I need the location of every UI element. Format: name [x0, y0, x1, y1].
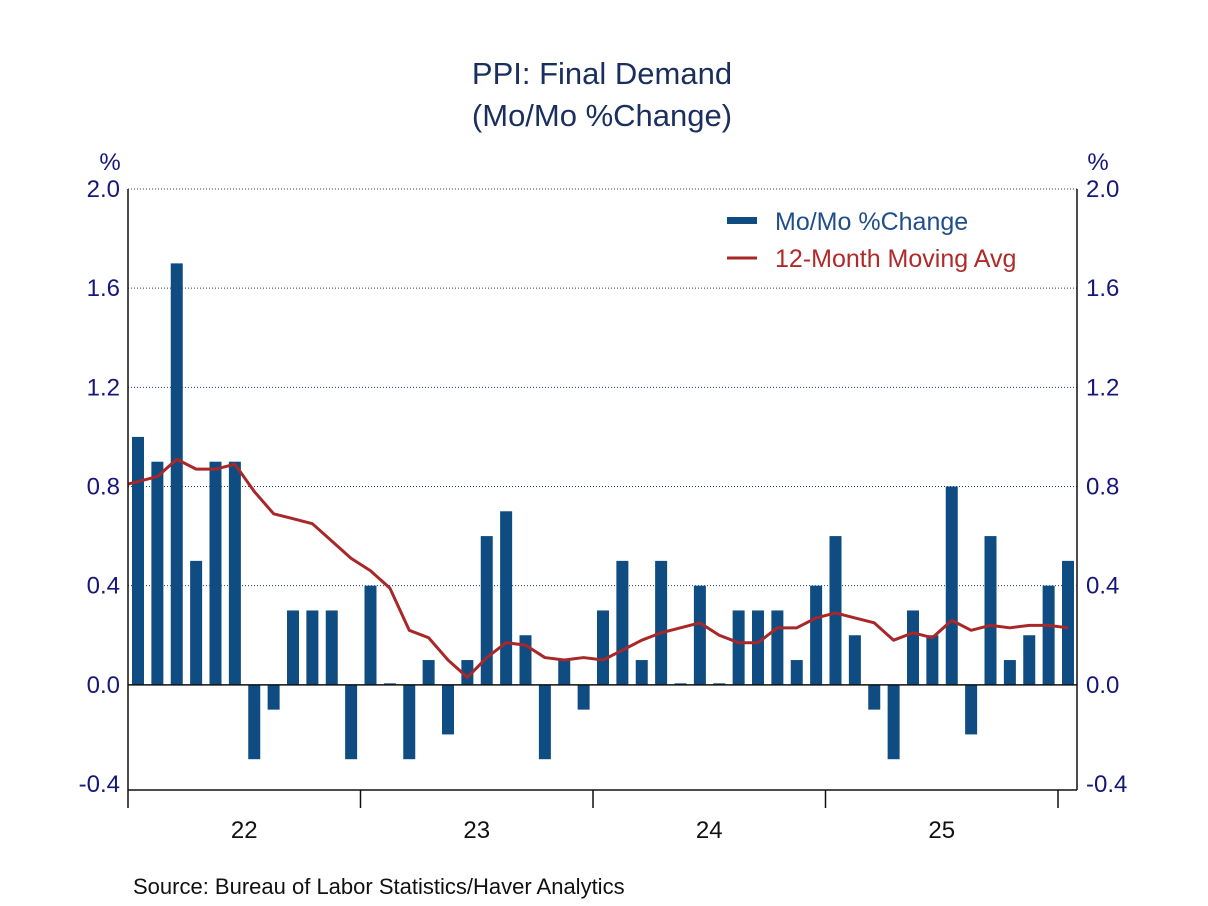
- bar: [926, 635, 939, 685]
- bar: [887, 684, 900, 760]
- gridlines: [128, 188, 1077, 587]
- bar: [848, 635, 861, 685]
- legend-swatch-bars: [727, 217, 757, 224]
- bar: [829, 536, 842, 685]
- bar: [248, 684, 261, 760]
- bar: [635, 660, 648, 685]
- bar: [170, 263, 183, 685]
- line-series: [127, 457, 1069, 679]
- bar: [907, 610, 919, 685]
- legend: Mo/Mo %Change 12-Month Moving Avg: [727, 208, 1016, 273]
- bar: [403, 684, 416, 760]
- y-tick-label-left: 0.0: [87, 672, 120, 699]
- x-tick-label: 25: [928, 817, 955, 844]
- bar: [519, 635, 532, 685]
- y-tick-label-left: 1.6: [87, 275, 120, 302]
- bar: [577, 684, 590, 710]
- bar: [597, 610, 609, 685]
- right-axis-unit: %: [1087, 149, 1108, 176]
- bar: [267, 684, 280, 710]
- legend-label-line: 12-Month Moving Avg: [775, 245, 1016, 273]
- bar: [655, 560, 668, 685]
- bar: [693, 585, 706, 685]
- x-tick-label: 22: [231, 817, 258, 844]
- bar: [558, 660, 571, 685]
- bar: [209, 461, 222, 685]
- bar: [945, 486, 958, 685]
- bar: [442, 684, 454, 735]
- y-tick-label-right: 0.0: [1086, 672, 1119, 699]
- bar: [151, 461, 164, 685]
- y-tick-label-right: 0.8: [1086, 474, 1119, 501]
- x-tick-labels: 22 23 24 25: [231, 817, 955, 844]
- bar: [538, 684, 551, 760]
- y-tick-label-right: 2.0: [1086, 176, 1119, 203]
- bar: [868, 684, 881, 710]
- source-note: Source: Bureau of Labor Statistics/Haver…: [133, 874, 625, 899]
- bar: [810, 585, 823, 685]
- bar: [1062, 560, 1074, 685]
- y-tick-label-right: 0.4: [1086, 573, 1119, 600]
- bar-series: [132, 263, 1074, 760]
- chart-subtitle: (Mo/Mo %Change): [472, 98, 732, 133]
- y-tick-label-left: -0.4: [79, 771, 120, 798]
- bar: [422, 660, 435, 685]
- bar: [1003, 660, 1016, 685]
- bar: [732, 610, 745, 685]
- bar: [306, 610, 319, 685]
- bar: [345, 684, 358, 760]
- y-tick-label-left: 0.4: [87, 573, 120, 600]
- left-axis-unit: %: [99, 149, 120, 176]
- bar: [1042, 585, 1055, 685]
- y-tick-label-left: 0.8: [87, 474, 120, 501]
- y-tick-label-left: 2.0: [87, 176, 120, 203]
- bar: [480, 536, 493, 685]
- bar: [752, 610, 764, 685]
- y-tick-labels: 2.0 2.0 1.6 1.6 1.2 1.2 0.8 0.8 0.4 0.4 0.0 0.0 -0.4…: [79, 176, 1128, 798]
- bar: [461, 660, 474, 685]
- bar: [1023, 635, 1036, 685]
- bar: [325, 610, 338, 685]
- moving-average-line: [127, 457, 1069, 679]
- chart-title: PPI: Final Demand: [472, 56, 732, 91]
- bar: [500, 511, 513, 685]
- y-tick-label-right: 1.6: [1086, 275, 1119, 302]
- bar: [771, 610, 784, 685]
- bar: [287, 610, 299, 685]
- bar: [364, 585, 377, 685]
- bar: [228, 461, 241, 685]
- legend-label-bars: Mo/Mo %Change: [775, 208, 968, 236]
- bar: [190, 560, 203, 685]
- axes: [127, 189, 1078, 808]
- bar: [616, 560, 629, 685]
- y-tick-label-right: 1.2: [1086, 374, 1119, 401]
- x-tick-label: 23: [463, 817, 490, 844]
- x-tick-label: 24: [696, 817, 723, 844]
- bar: [984, 536, 997, 685]
- bar: [790, 660, 803, 685]
- y-tick-label-right: -0.4: [1086, 771, 1127, 798]
- bar: [965, 684, 978, 735]
- y-tick-label-left: 1.2: [87, 374, 120, 401]
- bar: [132, 436, 144, 685]
